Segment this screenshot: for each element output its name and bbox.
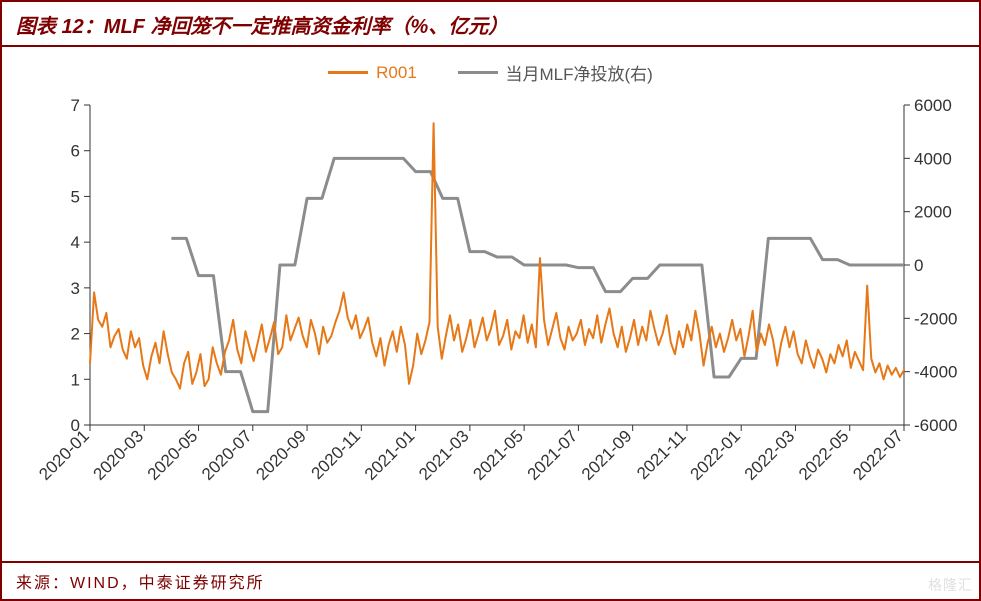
watermark: 格隆汇	[928, 575, 973, 595]
svg-text:2020-03: 2020-03	[90, 426, 148, 484]
svg-text:6: 6	[71, 142, 80, 161]
svg-text:6000: 6000	[914, 96, 952, 115]
legend-label-r001: R001	[376, 63, 417, 83]
svg-text:2022-01: 2022-01	[686, 426, 744, 484]
svg-text:4000: 4000	[914, 149, 952, 168]
title-bar: 图表 12：MLF 净回笼不一定推高资金利率（%、亿元）	[2, 2, 979, 47]
svg-text:2: 2	[71, 325, 80, 344]
svg-text:-4000: -4000	[914, 363, 957, 382]
svg-text:2020-01: 2020-01	[35, 426, 93, 484]
svg-text:2021-05: 2021-05	[469, 426, 527, 484]
svg-text:-2000: -2000	[914, 309, 957, 328]
svg-text:2021-09: 2021-09	[578, 426, 636, 484]
svg-text:0: 0	[914, 256, 923, 275]
chart-card: 图表 12：MLF 净回笼不一定推高资金利率（%、亿元） R001 当月MLF净…	[0, 0, 981, 601]
svg-text:7: 7	[71, 96, 80, 115]
svg-text:2021-03: 2021-03	[415, 426, 473, 484]
legend-item-r001: R001	[328, 63, 417, 83]
svg-text:1: 1	[71, 370, 80, 389]
legend-label-mlf: 当月MLF净投放(右)	[506, 60, 653, 85]
legend-swatch-mlf	[458, 71, 498, 74]
svg-text:2020-05: 2020-05	[144, 426, 202, 484]
svg-text:2020-11: 2020-11	[307, 426, 364, 483]
svg-text:2020-09: 2020-09	[252, 426, 310, 484]
source-bar: 来源：WIND，中泰证券研究所	[2, 561, 979, 599]
legend: R001 当月MLF净投放(右)	[2, 47, 979, 85]
chart-area: 01234567-6000-4000-200002000400060002020…	[2, 85, 979, 540]
legend-swatch-r001	[328, 71, 368, 74]
svg-text:4: 4	[71, 233, 80, 252]
chart-title: 图表 12：MLF 净回笼不一定推高资金利率（%、亿元）	[16, 16, 508, 38]
legend-item-mlf: 当月MLF净投放(右)	[458, 60, 653, 85]
svg-text:2022-07: 2022-07	[849, 426, 907, 484]
source-text: 来源：WIND，中泰证券研究所	[16, 575, 265, 592]
svg-text:2000: 2000	[914, 203, 952, 222]
svg-text:2021-07: 2021-07	[524, 426, 582, 484]
svg-text:2021-11: 2021-11	[633, 426, 690, 483]
svg-text:5: 5	[71, 187, 80, 206]
svg-text:2021-01: 2021-01	[361, 426, 419, 484]
svg-text:2020-07: 2020-07	[198, 426, 256, 484]
svg-text:2022-05: 2022-05	[795, 426, 853, 484]
svg-text:2022-03: 2022-03	[741, 426, 799, 484]
svg-text:3: 3	[71, 279, 80, 298]
chart-svg: 01234567-6000-4000-200002000400060002020…	[2, 85, 981, 540]
svg-text:-6000: -6000	[914, 416, 957, 435]
